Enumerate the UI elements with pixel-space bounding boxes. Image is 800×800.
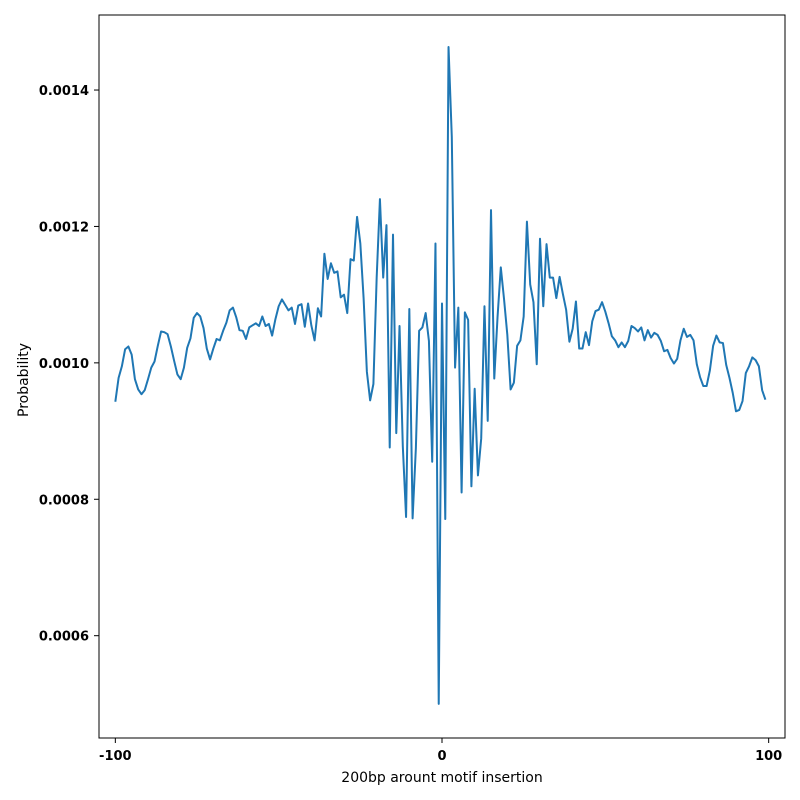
- y-tick-label: 0.0006: [39, 630, 89, 645]
- y-tick-label: 0.0008: [39, 493, 89, 508]
- y-tick-label: 0.0014: [39, 84, 89, 99]
- y-tick-label: 0.0012: [39, 220, 89, 235]
- x-tick-label: 0: [437, 749, 446, 764]
- x-tick-label: -100: [99, 749, 132, 764]
- x-tick-label: 100: [755, 749, 782, 764]
- y-tick-label: 0.0010: [39, 357, 89, 372]
- y-axis-label: Probability: [16, 343, 32, 417]
- x-axis-label: 200bp arount motif insertion: [341, 770, 542, 786]
- series-line: [114, 46, 767, 705]
- axis-ticks: -100 0 100 0.0006 0.0008 0.0010 0.0012 0.0014: [39, 84, 782, 764]
- plot-frame: [98, 14, 786, 739]
